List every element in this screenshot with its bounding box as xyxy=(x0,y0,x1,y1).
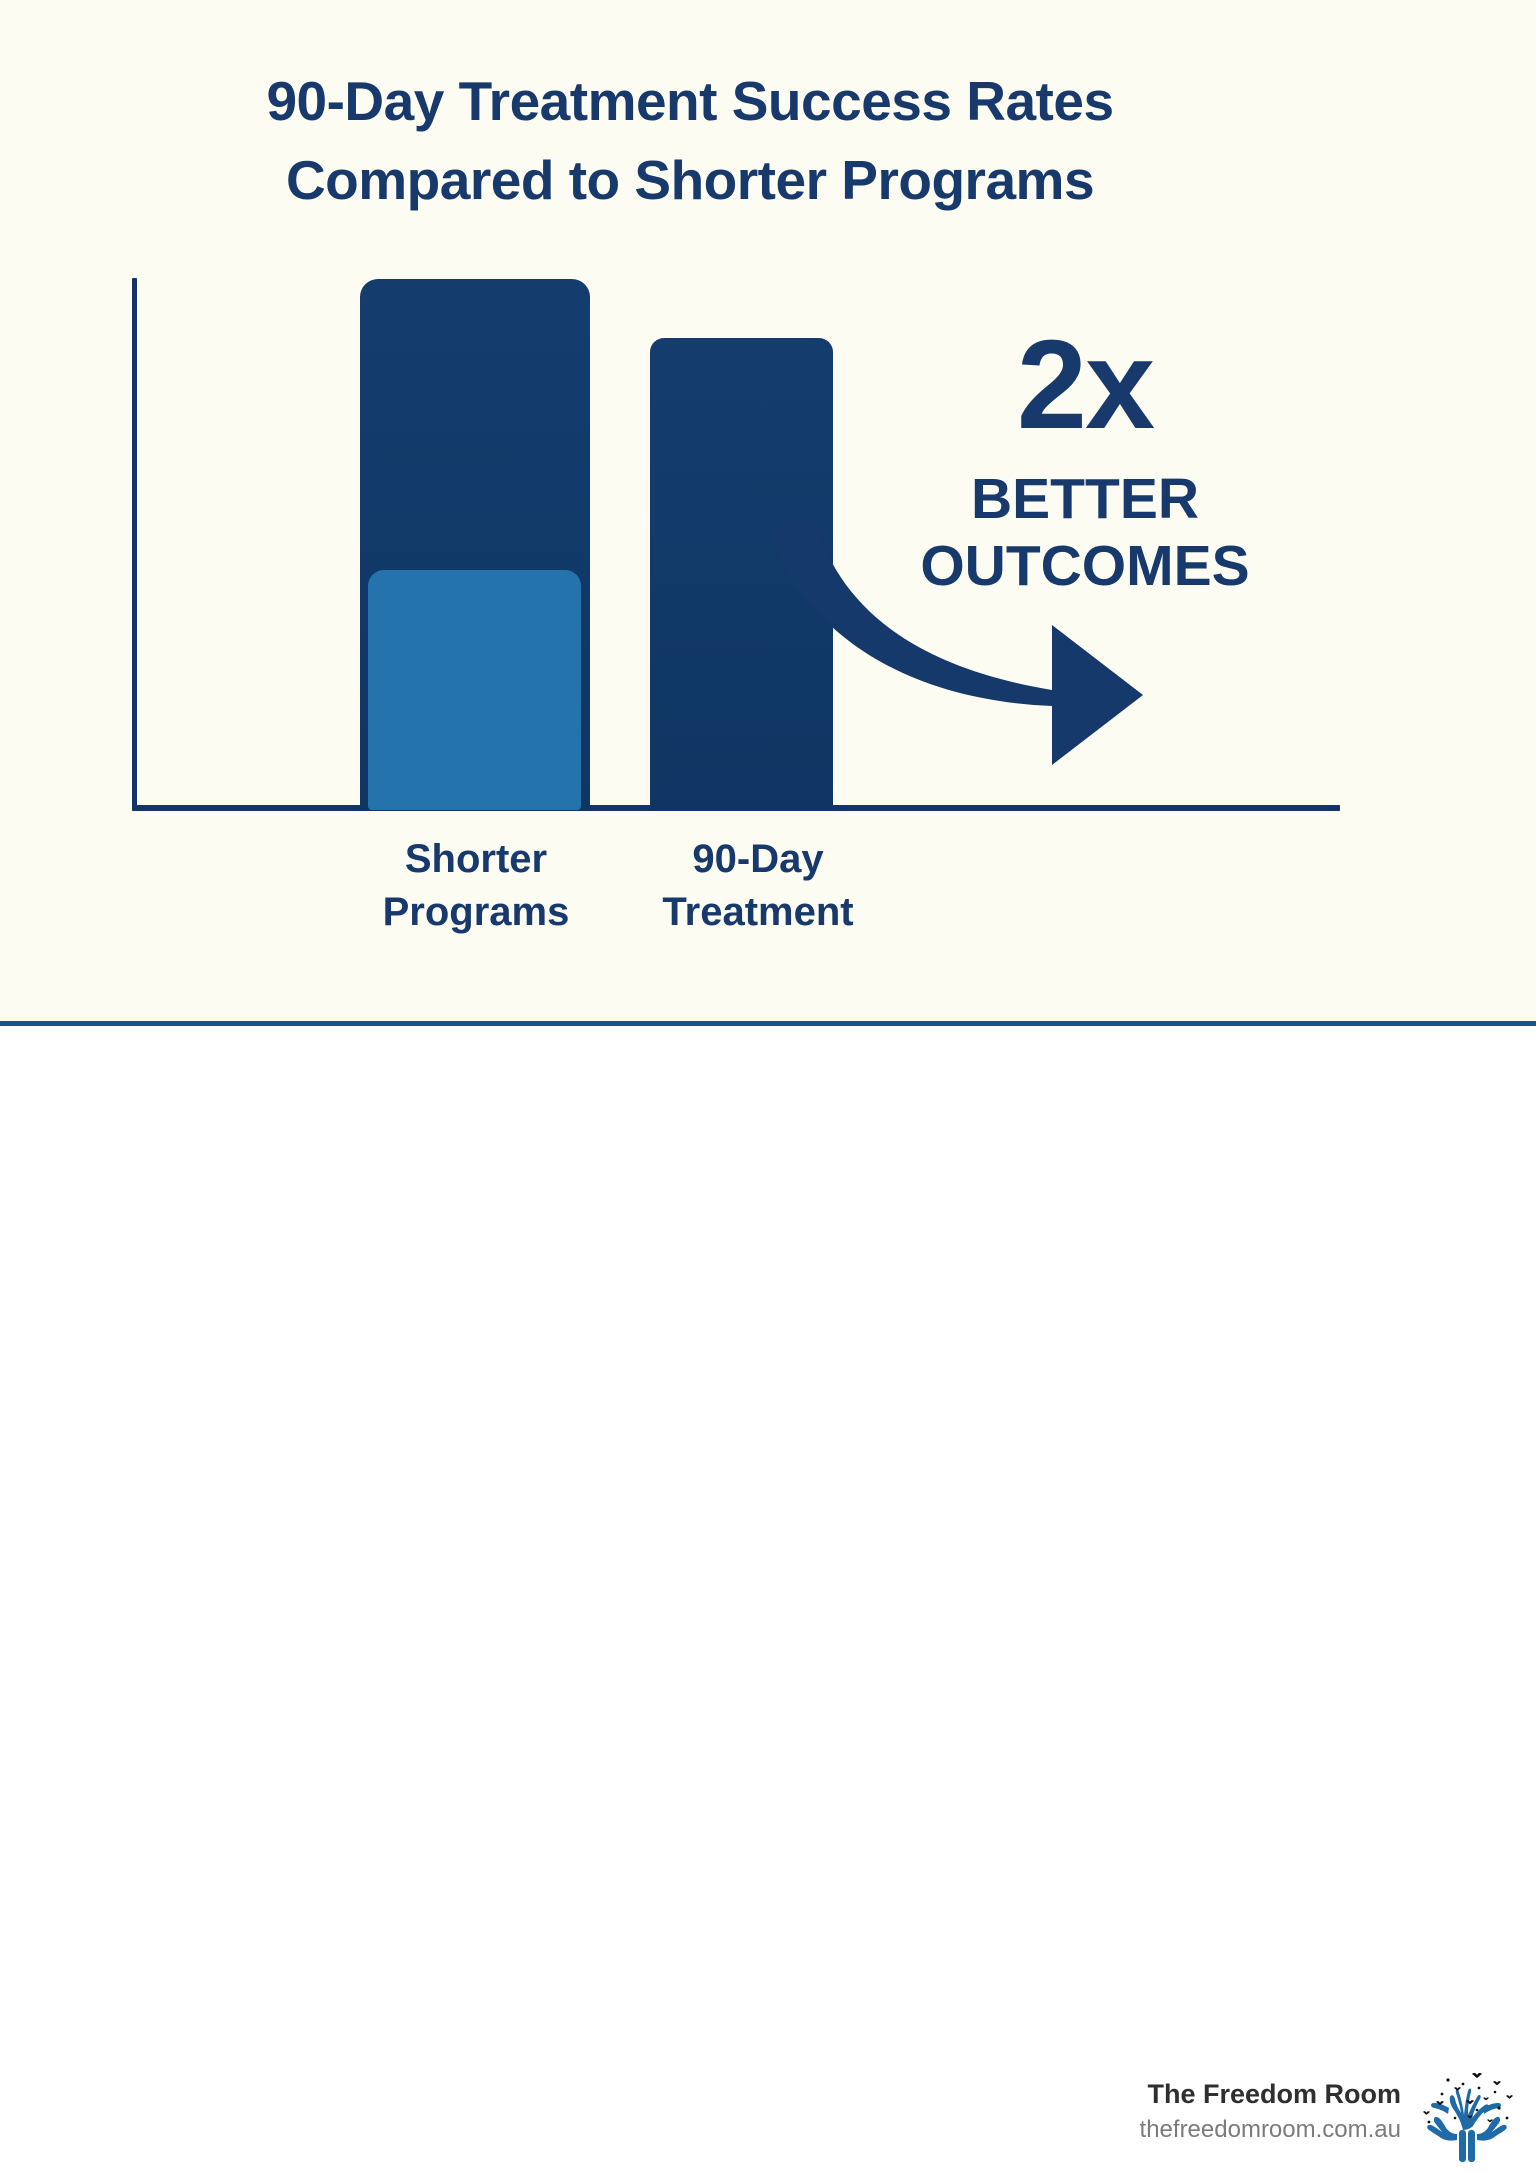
chart-canvas: 90-Day Treatment Success Rates Compared … xyxy=(0,0,1536,1023)
bar-chart-plot: Shorter Programs 90-Day Treatment 2x BET… xyxy=(0,0,1536,1023)
brand-url: thefreedomroom.com.au xyxy=(1139,2116,1401,2144)
footer-divider xyxy=(0,1021,1536,1026)
brand-name: The Freedom Room xyxy=(1147,2079,1401,2109)
title-line-1: 90-Day Treatment Success Rates xyxy=(266,70,1114,132)
title-line-2: Compared to Shorter Programs xyxy=(285,148,1095,211)
page-title: 90-Day Treatment Success Rates Compared … xyxy=(0,62,1380,219)
x-label-ninety-day-treatment-line2: Treatment xyxy=(662,890,854,935)
x-label-shorter-programs-line2: Programs xyxy=(382,890,570,935)
tree-hands-birds-logo-icon xyxy=(1423,2072,1513,2162)
callout-annotation: 2x BETTER OUTCOMES xyxy=(875,322,1295,601)
brand-block: The Freedom Room thefreedomroom.com.au xyxy=(1061,2078,1401,2145)
footer-bar: The Freedom Room thefreedomroom.com.au xyxy=(0,1026,1536,2162)
bar-ninety-day-treatment xyxy=(650,338,833,810)
x-label-ninety-day-treatment: 90-Day Treatment xyxy=(612,833,904,939)
x-label-shorter-programs: Shorter Programs xyxy=(330,833,622,939)
callout-line-outcomes: OUTCOMES xyxy=(920,534,1250,599)
x-label-shorter-programs-line1: Shorter xyxy=(404,837,548,881)
y-axis-line xyxy=(132,278,137,810)
callout-multiplier: 2x xyxy=(1016,314,1155,455)
callout-line-better: BETTER xyxy=(971,467,1199,531)
x-label-ninety-day-treatment-line1: 90-Day xyxy=(692,837,824,881)
bar-shorter-programs-highlight xyxy=(368,570,581,810)
